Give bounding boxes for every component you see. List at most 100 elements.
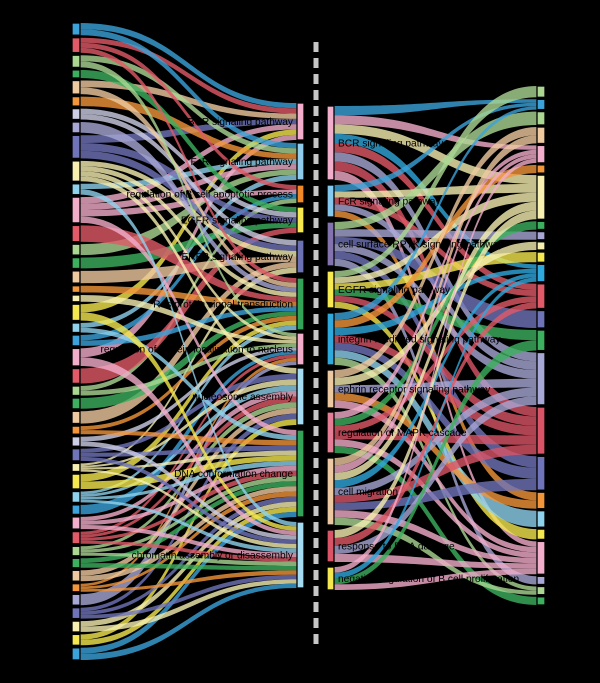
flow-ribbon (334, 517, 537, 595)
gene-node (71, 647, 81, 661)
gene-node (536, 85, 546, 98)
flow-ribbon (80, 583, 297, 660)
gene-node (71, 69, 81, 79)
gene-node (536, 585, 546, 596)
flow-ribbon (80, 122, 297, 293)
flow-ribbon (80, 361, 297, 606)
flow-ribbon (80, 525, 297, 558)
pathway-node (296, 102, 305, 141)
gene-node (71, 504, 81, 516)
flow-ribbon (80, 396, 297, 538)
pathway-label: cell surface RPTK signaling pathway (338, 240, 504, 251)
flow-ribbon (80, 390, 297, 521)
gene-node (71, 410, 81, 425)
flow-ribbon (80, 506, 297, 646)
flow-ribbon (80, 486, 297, 582)
gene-node (71, 334, 81, 347)
flow-ribbon (80, 189, 297, 527)
pathway-node (296, 367, 305, 426)
flow-ribbon (80, 450, 297, 470)
flow-ribbon (80, 129, 297, 313)
flow-ribbon (80, 23, 297, 109)
gene-node (71, 107, 81, 121)
flow-ribbon (80, 343, 297, 396)
gene-node (71, 285, 81, 294)
gene-node (536, 491, 546, 510)
gene-node (71, 79, 81, 95)
gene-node (71, 490, 81, 504)
gene-node (71, 545, 81, 557)
flow-ribbon (80, 570, 297, 592)
flow-ribbon (334, 277, 537, 579)
flow-ribbon (80, 69, 297, 213)
flow-ribbon (80, 295, 297, 344)
pathway-label: regulation of protein localization to nu… (100, 345, 293, 356)
pathway-node (326, 411, 335, 454)
gene-node (71, 121, 81, 134)
flow-ribbon (334, 221, 537, 426)
gene-node (71, 270, 81, 284)
pathway-node (326, 105, 335, 181)
flow-ribbon (334, 568, 537, 590)
pathway-label: Ras protein signal transduction (153, 300, 293, 311)
gene-node (536, 241, 546, 251)
pathway-node (326, 566, 335, 591)
gene-node (536, 283, 546, 310)
flow-ribbon (80, 37, 297, 114)
gene-node (536, 144, 546, 164)
flow-ribbon (80, 357, 297, 536)
gene-node (71, 160, 81, 182)
gene-node (536, 309, 546, 329)
gene-node (536, 98, 546, 111)
flow-ribbon (80, 476, 297, 553)
pathway-label: ERBB signaling pathway (181, 252, 293, 263)
flow-ribbon (80, 143, 297, 223)
pathway-label: BCR signaling pathway (338, 139, 444, 150)
gene-node (71, 583, 81, 593)
flow-ribbon (80, 574, 297, 619)
gene-node (71, 593, 81, 606)
flow-ribbon (80, 87, 297, 288)
gene-node (536, 251, 546, 263)
pathway-node (296, 429, 305, 518)
pathway-label: EGFR signaling pathway (181, 216, 294, 227)
flow-ribbon (334, 164, 537, 328)
flow-ribbon (80, 552, 297, 566)
flow-ribbon (80, 402, 297, 550)
pathway-label: DNA conformation change (174, 469, 293, 480)
flow-ribbon (80, 55, 297, 154)
pathway-label: regulation of MAPK cascade (338, 428, 467, 439)
flow-ribbon (80, 61, 297, 337)
flow-ribbon (334, 204, 537, 370)
gene-node (71, 37, 81, 54)
flow-ribbon (80, 166, 297, 297)
flow-ribbon (80, 470, 297, 541)
pathway-node (296, 277, 305, 331)
gene-node (71, 620, 81, 633)
flow-ribbon (334, 102, 537, 192)
flow-ribbon (80, 42, 297, 190)
gene-node (71, 22, 81, 36)
pathway-node (326, 221, 335, 267)
gene-node (71, 303, 81, 322)
flow-ribbon (80, 29, 297, 149)
flow-ribbon (80, 315, 297, 431)
gene-node (71, 294, 81, 303)
gene-node (71, 322, 81, 334)
flow-ribbon (80, 325, 297, 495)
pathway-label: FcR signaling pathway (338, 197, 441, 208)
gene-node (71, 557, 81, 569)
flow-ribbon (334, 86, 537, 278)
flow-ribbon (334, 396, 537, 554)
flow-ribbon (80, 441, 297, 540)
flow-ribbon (80, 499, 297, 553)
flow-ribbon (334, 115, 537, 150)
flow-ribbon (80, 350, 297, 515)
flow-ribbon (80, 455, 297, 489)
flow-ribbon (334, 446, 537, 605)
flow-ribbon (80, 469, 297, 549)
gene-node (71, 436, 81, 447)
pathway-label: FcR signaling pathway (191, 157, 294, 168)
flow-ribbon (80, 174, 297, 328)
gene-node (71, 347, 81, 367)
